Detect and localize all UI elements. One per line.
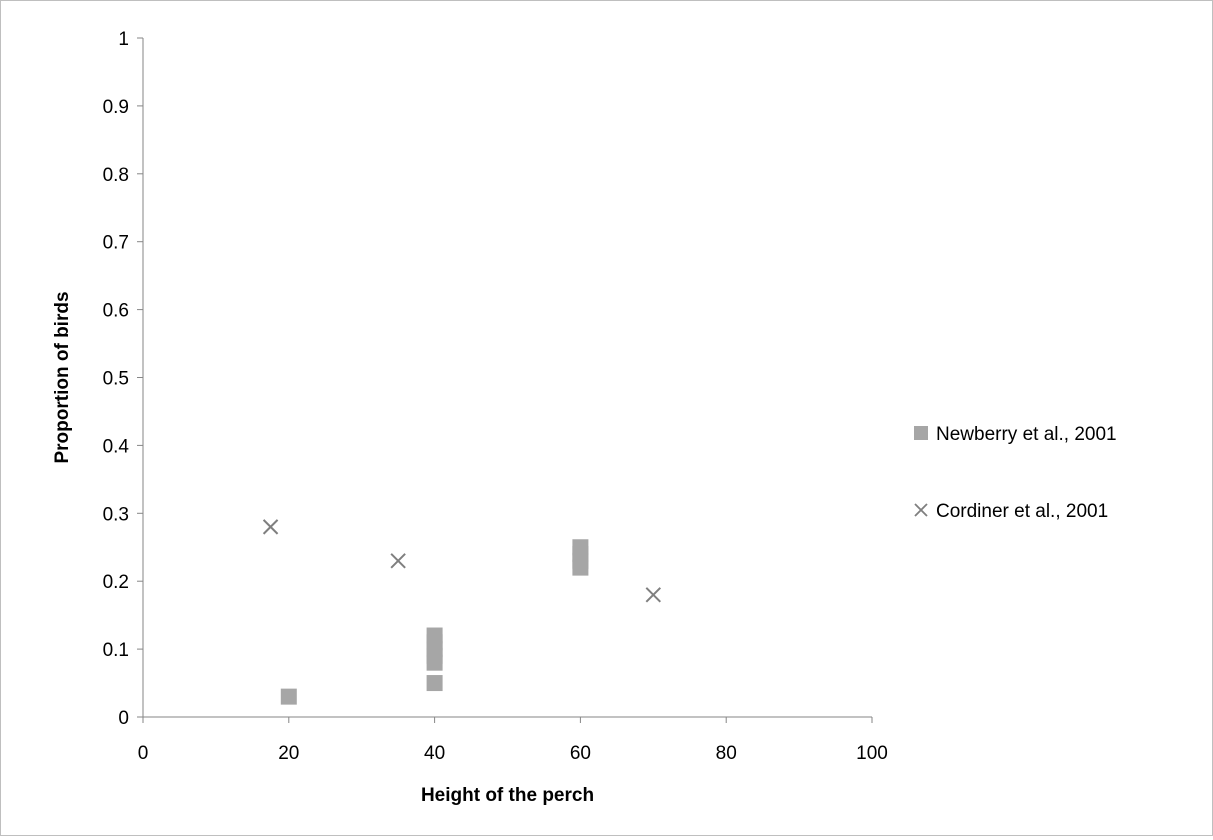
y-tick-label: 0.7	[103, 233, 129, 254]
legend-label: Newberry et al., 2001	[936, 424, 1117, 445]
axes: 0 0.1 0.2 0.3 0.4 0.5 0.6 0.7 0.8 0.9 1 0 20 40 60 80 10…	[103, 29, 888, 764]
series-1	[262, 519, 662, 603]
y-tick-label: 0.8	[103, 165, 129, 186]
data-point-x	[390, 553, 406, 569]
y-tick-label: 0	[118, 708, 129, 729]
y-tick-label: 0.4	[103, 436, 130, 457]
legend-label: Cordiner et al., 2001	[936, 501, 1108, 522]
y-tick-label: 0.2	[103, 572, 129, 593]
x-axis-title: Height of the perch	[421, 785, 594, 806]
plot-marks	[262, 519, 662, 705]
y-tick-label: 0.1	[103, 640, 129, 661]
data-point-x	[262, 519, 279, 535]
y-tick-label: 0.6	[103, 301, 129, 322]
data-point-x	[645, 587, 662, 603]
data-point-square	[426, 627, 443, 644]
y-tick-label: 0.5	[103, 369, 129, 390]
y-tick-label: 0.9	[103, 97, 129, 118]
x-tick-label: 80	[716, 743, 737, 764]
x-tick-label: 0	[138, 743, 149, 764]
x-tick-label: 20	[278, 743, 299, 764]
y-axis-title: Proportion of birds	[52, 291, 73, 463]
data-point-square	[426, 675, 443, 692]
legend-square-icon	[914, 426, 928, 440]
data-point-square	[280, 688, 297, 705]
data-point-square	[572, 539, 589, 556]
y-tick-label: 1	[118, 29, 129, 50]
x-tick-label: 60	[570, 743, 591, 764]
series-0	[280, 539, 589, 705]
x-tick-label: 40	[424, 743, 445, 764]
legend-item: Newberry et al., 2001	[914, 424, 1117, 445]
y-tick-label: 0.3	[103, 504, 129, 525]
x-tick-label: 100	[856, 743, 888, 764]
legend-item: Cordiner et al., 2001	[914, 501, 1108, 522]
legend-x-icon	[914, 503, 928, 517]
legend: Newberry et al., 2001 Cordiner et al., 20…	[914, 424, 1117, 522]
